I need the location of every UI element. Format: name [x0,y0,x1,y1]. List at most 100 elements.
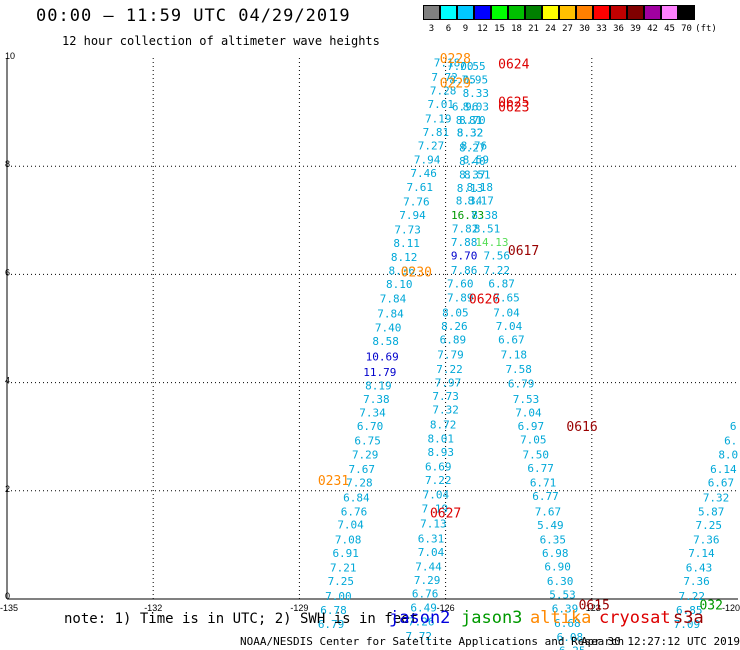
y-tick-label: 10 [5,51,15,61]
satellite-label-jason3: jason3 [461,608,523,628]
wave-height-label: 6.96 [452,101,479,114]
wave-height-label: 6.49 [410,602,437,615]
wave-height-label: 7.25 [696,519,723,532]
wave-height-label: 6.43 [686,562,713,575]
wave-height-label: 7.67 [535,505,562,518]
wave-height-label: 6.35 [540,533,567,546]
wave-height-label: 6.98 [542,547,569,560]
wave-height-label: 7.22 [678,590,705,603]
wave-height-label: 8.81 [456,114,483,127]
wave-height-label: 5.53 [549,589,576,602]
wave-height-label: 7.84 [380,293,407,306]
scale-swatch [440,5,457,20]
wave-height-label: 6.84 [343,491,370,504]
wave-height-label: 8.12 [391,251,418,264]
wave-height-label: 7.67 [349,463,376,476]
wave-height-label: 6.68 [554,617,581,630]
scale-swatch [525,5,542,20]
wave-height-label: 7.55 [459,60,486,73]
wave-height-label: 7.18 [434,56,461,69]
wave-height-label: 7.04 [496,320,523,333]
satellite-label-jason2: jason2 [389,608,451,628]
wave-height-label: 8.03 [463,101,490,114]
wave-height-label: 6.90 [544,561,571,574]
wave-height-label: 7.18 [501,348,528,361]
wave-height-label: 7.97 [435,377,462,390]
wave-height-label: 10.69 [366,351,399,364]
scale-swatch [610,5,627,20]
wave-height-label: 8.17 [467,194,494,207]
wave-height-label: 6.67 [708,477,735,490]
wave-height-label: 7.19 [422,503,449,516]
wave-height-label: 7.25 [328,575,355,588]
wave-height-label: 7.46 [410,167,437,180]
scale-label: 70 [681,24,692,34]
wave-height-label: 7.50 [523,449,550,462]
wave-height-label: 6.30 [547,575,574,588]
wave-height-label: 7.72 [431,71,458,84]
scale-swatch [678,5,695,20]
wave-height-label: 7.72 [406,630,433,643]
wave-height-label: 8.18 [466,181,493,194]
x-tick-label: -129 [290,603,308,613]
wave-height-label: 7.58 [505,363,532,376]
wave-height-label: 8.11 [393,237,420,250]
wave-height-label: 8.76 [461,140,488,153]
pass-time-label: 0616 [566,420,597,435]
wave-height-label: 6.08 [557,631,584,644]
wave-height-label: 7.79 [437,348,464,361]
wave-height-label: 7.65 [493,292,520,305]
wave-height-label: 7.29 [352,449,379,462]
pass-time-label: 0228 [440,52,471,67]
wave-height-label: 14.13 [475,236,508,249]
wave-height-label: 6.70 [357,420,384,433]
wave-height-label: 7.22 [436,363,463,376]
wave-height-label: 6.76 [341,505,368,518]
wave-height-label: 7.00 [325,590,352,603]
scale-label: 18 [511,24,522,34]
scale-label: 12 [477,24,488,34]
scale-label: 45 [664,24,675,34]
tick-labels: -135 -132 -129 -126 -123 -120 0 2 4 6 8 10 [0,51,740,613]
wave-height-label: 8.72 [430,418,457,431]
y-tick-label: 8 [5,159,10,169]
scale-swatch [542,5,559,20]
wave-height-label: 7.01 [427,98,454,111]
wave-height-label: 7.04 [423,489,450,502]
wave-height-label: 6.79 [318,618,345,631]
wave-height-label: 8.58 [372,335,399,348]
footer-credit: NOAA/NESDIS Center for Satellite Applica… [240,635,625,648]
wave-height-label: 7.32 [432,404,459,417]
wave-height-label: 8.59 [463,154,490,167]
wave-height-label: 8.01 [427,432,454,445]
y-tick-label: 0 [5,591,10,601]
pass-time-label: 0627 [430,506,461,521]
wave-height-label: 8.0 [718,449,738,462]
wave-height-label: 7.04 [418,546,445,559]
wave-height-label: 8.93 [427,446,454,459]
wave-height-label: 6.71 [530,477,557,490]
pass-time-label: 0230 [401,266,432,281]
wave-height-label: 7.40 [375,321,402,334]
scale-unit-label: (ft) [695,24,717,34]
wave-height-label: 8.38 [471,209,498,222]
wave-height-label: 7.94 [414,154,441,167]
wave-height-label: 6.79 [508,378,535,391]
scale-swatch [627,5,644,20]
satellite-label-altika: altika [530,608,592,628]
wave-height-label: 7.84 [377,307,404,320]
wave-height-label: 6.77 [532,490,559,503]
scale-label: 21 [528,24,539,34]
wave-height-label: 7.76 [403,195,430,208]
wave-height-label: 6 [730,420,737,433]
wave-height-label: 6.25 [559,644,586,650]
wave-height-label: 7.28 [346,477,373,490]
wave-height-label: 7.08 [335,533,362,546]
scale-swatch [491,5,508,20]
scale-swatch [423,5,440,20]
wave-height-values: 7.187.727.287.017.197.817.277.947.467.61… [318,56,738,650]
wave-height-label: 6.97 [518,420,545,433]
wave-height-label: 5.49 [537,519,564,532]
scale-label: 6 [445,24,452,34]
